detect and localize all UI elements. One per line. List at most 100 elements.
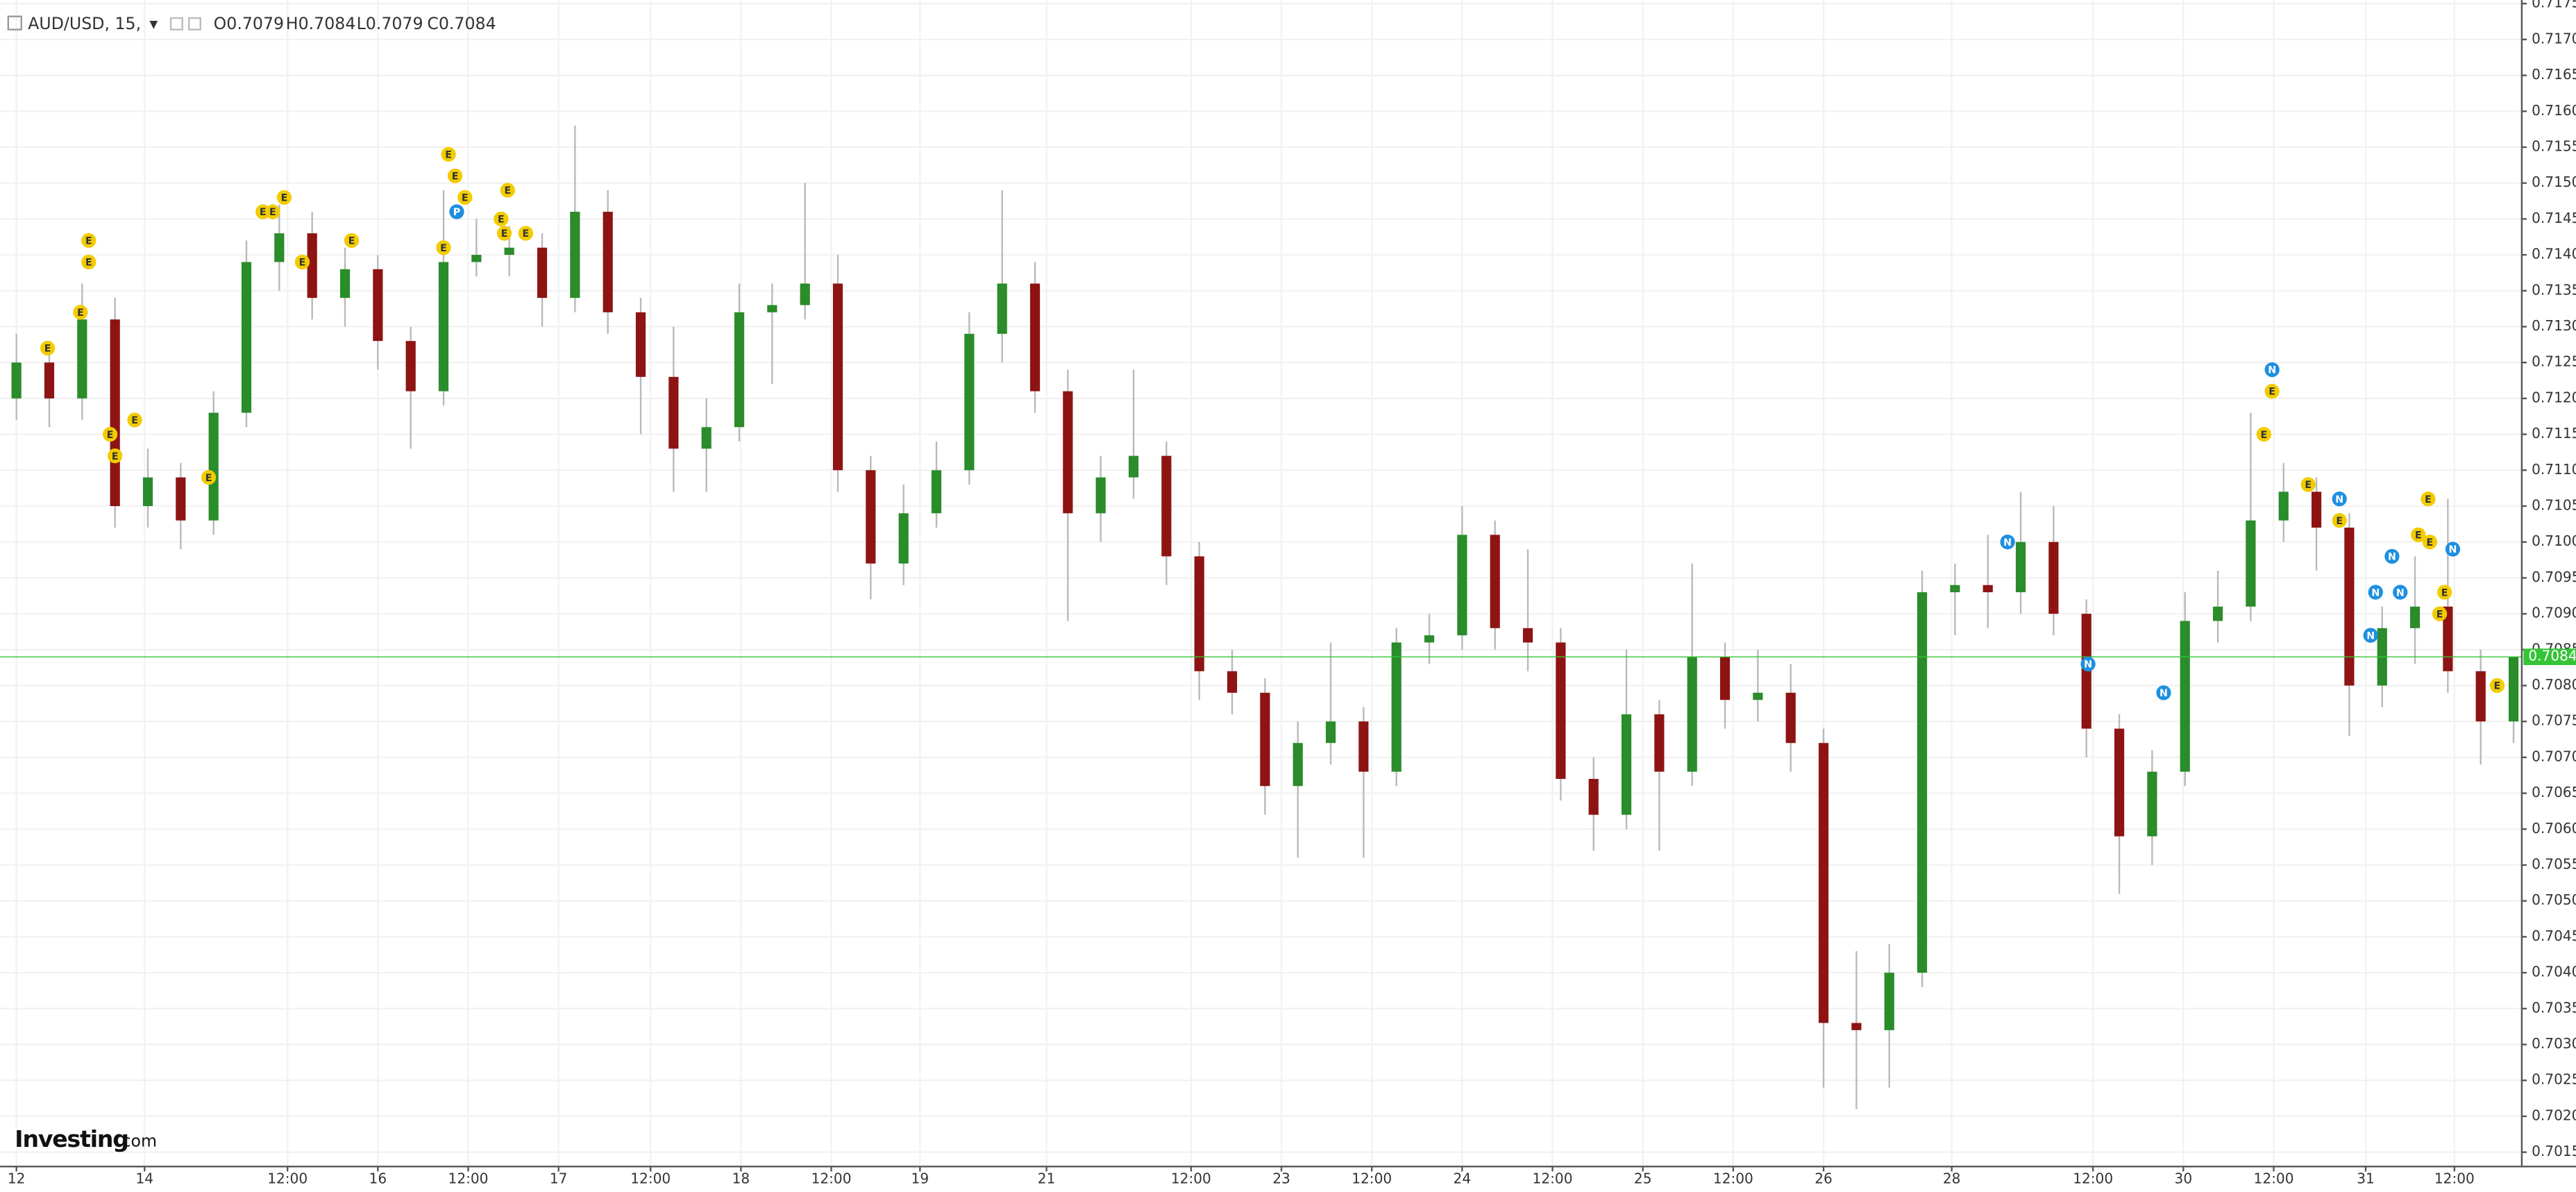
y-tick-label: 0.7025 [2532, 1071, 2576, 1088]
candle-body [1982, 585, 1993, 593]
event-label: E [2436, 609, 2443, 620]
x-tick-label: 12:00 [630, 1170, 671, 1187]
event-marker[interactable] [2445, 542, 2461, 557]
event-marker[interactable] [2000, 535, 2015, 550]
event-label: E [2336, 516, 2343, 527]
y-tick-label: 0.7105 [2532, 496, 2576, 513]
candle-body [1522, 628, 1533, 643]
y-tick-label: 0.7140 [2532, 246, 2576, 262]
event-label: N [2371, 587, 2380, 598]
event-marker[interactable] [81, 254, 96, 270]
event-marker[interactable] [496, 226, 512, 241]
event-marker[interactable] [2156, 685, 2171, 700]
event-marker[interactable] [40, 340, 56, 356]
event-marker[interactable] [127, 412, 142, 428]
open-value: O0.7079 [214, 14, 284, 33]
event-marker[interactable] [2437, 585, 2452, 600]
event-label: E [440, 243, 447, 254]
event-label: E [85, 236, 92, 247]
logo-suffix: .com [117, 1131, 157, 1150]
candle-body [176, 477, 186, 521]
candle-body [1260, 692, 1270, 787]
x-tick-label: 12:00 [2434, 1170, 2475, 1187]
y-tick-label: 0.7075 [2532, 712, 2576, 729]
event-marker[interactable] [2411, 527, 2426, 543]
x-tick-label: 18 [732, 1170, 750, 1187]
event-marker[interactable] [2384, 548, 2400, 564]
candle-body [339, 269, 351, 299]
candle-body [1424, 635, 1435, 643]
event-marker[interactable] [2256, 426, 2271, 442]
candle-body [1818, 743, 1829, 1023]
x-tick-label: 21 [1038, 1170, 1056, 1187]
dropdown-arrow[interactable]: ▾ [149, 14, 158, 33]
candle-body [11, 362, 22, 398]
x-tick-label: 31 [2357, 1170, 2375, 1187]
candle-body [1588, 778, 1599, 815]
event-marker[interactable] [276, 190, 292, 205]
candle-body [1063, 391, 1073, 514]
event-marker[interactable] [2393, 585, 2408, 600]
candle-body [1293, 743, 1303, 787]
event-label: E [2425, 494, 2432, 505]
y-tick-label: 0.7030 [2532, 1035, 2576, 1052]
x-tick-label: 23 [1272, 1170, 1290, 1187]
event-marker[interactable] [102, 426, 118, 442]
event-marker[interactable] [294, 254, 310, 270]
y-tick-label: 0.7115 [2532, 425, 2576, 442]
event-marker[interactable] [2080, 656, 2096, 672]
candle-body [241, 262, 252, 413]
candle-body [1194, 556, 1204, 671]
event-marker[interactable] [436, 240, 451, 255]
event-marker[interactable] [2489, 678, 2505, 694]
y-tick-label: 0.7145 [2532, 210, 2576, 226]
event-marker[interactable] [457, 190, 473, 205]
event-marker[interactable] [518, 226, 533, 241]
candle-body [1785, 692, 1796, 744]
candle-body [1490, 535, 1500, 628]
y-tick-label: 0.7055 [2532, 856, 2576, 873]
event-marker[interactable] [2264, 362, 2280, 378]
axes: 0.7015 0.7020 0.7025 0.7030 0.7035 0.7040 0.70… [8, 0, 2576, 1187]
event-marker[interactable] [2421, 492, 2436, 507]
candle-body [1358, 721, 1369, 772]
x-tick-label: 14 [135, 1170, 153, 1187]
event-marker[interactable] [81, 233, 96, 249]
settings-icon[interactable] [169, 17, 183, 31]
event-marker[interactable] [2264, 383, 2280, 399]
event-label: E [85, 258, 92, 269]
event-marker[interactable] [449, 204, 464, 219]
event-marker[interactable] [2332, 513, 2347, 528]
event-marker[interactable] [2422, 535, 2438, 550]
y-tick-label: 0.7100 [2532, 532, 2576, 549]
y-tick-label: 0.7090 [2532, 605, 2576, 621]
event-marker[interactable] [265, 204, 280, 219]
event-marker[interactable] [201, 469, 217, 485]
candle-body [1884, 973, 1894, 1030]
event-marker[interactable] [447, 168, 463, 183]
close-icon[interactable] [187, 17, 201, 31]
event-marker[interactable] [494, 211, 509, 227]
event-marker[interactable] [2363, 628, 2378, 643]
candle-body [2344, 528, 2355, 686]
x-tick-label: 24 [1454, 1170, 1472, 1187]
candle-body [405, 341, 416, 392]
event-marker[interactable] [73, 305, 88, 320]
event-marker[interactable] [2432, 606, 2448, 621]
candle-body [2048, 542, 2059, 614]
collapse-icon[interactable] [7, 15, 22, 31]
last-price-box [2523, 648, 2576, 665]
event-marker[interactable] [441, 146, 456, 162]
candle-body [767, 305, 777, 312]
event-label: N [2335, 494, 2343, 505]
event-label: E [77, 308, 84, 319]
event-marker[interactable] [500, 183, 515, 198]
event-marker[interactable] [2368, 585, 2383, 600]
event-marker[interactable] [2300, 477, 2316, 492]
event-marker[interactable] [2332, 492, 2347, 507]
candle-body [668, 376, 679, 449]
event-marker[interactable] [108, 448, 123, 464]
candle-body [2311, 492, 2322, 528]
candle-body [1621, 714, 1632, 815]
event-marker[interactable] [344, 233, 360, 249]
